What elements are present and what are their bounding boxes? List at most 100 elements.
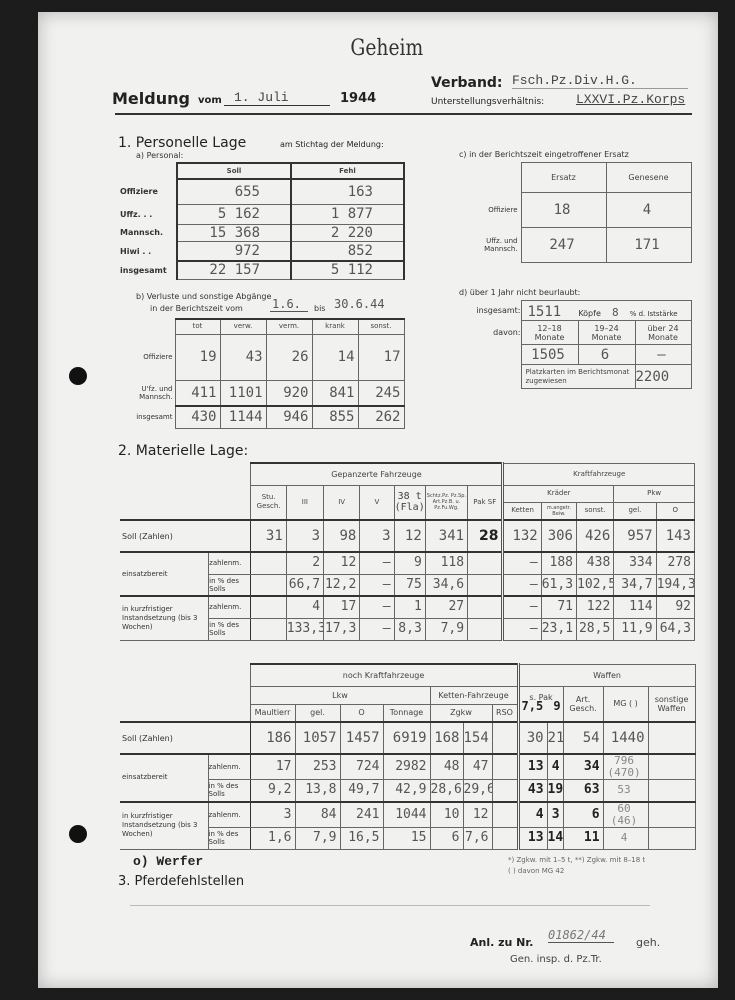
cell-value: 23,1 <box>540 617 578 641</box>
platzkarten-value: 2200 <box>635 364 692 389</box>
geh-label: geh. <box>636 936 661 949</box>
cell-value: 12 <box>393 519 426 553</box>
sub-lkw: Lkw <box>249 685 431 705</box>
cell-value: 4 <box>516 800 548 828</box>
cell-value: 16,5 <box>339 826 384 850</box>
cell-value <box>491 721 519 755</box>
cell-value: 3 <box>546 800 564 828</box>
cell-value: – <box>501 573 542 597</box>
iststaerke-label: % d. Iststärke <box>629 310 678 318</box>
col-maultierr: Maultierr <box>249 703 296 723</box>
cell-value: 957 <box>613 519 657 553</box>
cell-value: 64,3 <box>655 617 696 641</box>
table-row-einsatz-zahl: einsatzbereit zahlenm. 2 12–9 118–188 438 334 2… <box>120 551 696 597</box>
cell-value: 28,5 <box>575 617 615 641</box>
sub-label: in % des Solls <box>208 779 251 802</box>
col-mg: MG ( ) <box>602 685 649 723</box>
col-header: verw. <box>219 318 267 335</box>
col-12-18: 12–18 Monate <box>520 320 579 345</box>
unterstellung-label: Unterstellungsverhältnis: <box>431 97 545 107</box>
cell-value: 9 <box>393 551 426 575</box>
cell-value: 4 <box>602 826 649 850</box>
group-noch-kraftfahrzeuge: noch Kraftfahrzeuge <box>249 663 519 687</box>
cell-value: 71 <box>540 595 578 619</box>
cell-value: 15 368 <box>176 223 292 242</box>
col-fehl: Fehl <box>290 162 405 180</box>
report-date: 1. Juli <box>224 90 330 106</box>
cell-value: 19 <box>174 333 221 381</box>
cell-value: 43 <box>219 333 267 381</box>
cell-value: – <box>359 617 395 641</box>
col-header: Ketten <box>501 501 542 521</box>
cell-value: 132 <box>501 519 542 553</box>
punch-hole <box>69 367 87 385</box>
cell-value <box>647 826 696 850</box>
cell-value: 426 <box>575 519 615 553</box>
cell-value: 19 <box>546 779 564 802</box>
section3-title: 3. Pferdefehlstellen <box>118 874 245 889</box>
table-row-kurz-pct: in % des Solls 133,3 17,3–8,3 7,9–23,1 28,5 1… <box>120 617 696 641</box>
cell-value: 34,7 <box>613 573 657 597</box>
col-header: tot <box>174 318 221 335</box>
cell-value: 48 <box>429 753 464 780</box>
cell-value: 253 <box>294 753 341 780</box>
cell-value: 8,3 <box>393 617 426 641</box>
cell-value: 17 <box>249 753 296 780</box>
row-label: insgesamt <box>120 265 167 275</box>
cell-value: 17 <box>357 333 405 381</box>
insgesamt-value: 1511 <box>527 304 562 320</box>
col-rso: RSO <box>491 703 519 723</box>
cell-value: 4 <box>605 192 692 228</box>
berichtszeit-label: in der Berichtszeit vom <box>150 304 243 313</box>
ersatz-table: Ersatz Genesene Offiziere 18 4 Uffz. und Man… <box>466 162 692 263</box>
cell-value: 186 <box>249 721 296 755</box>
row-label: Uffz. . . <box>120 209 153 219</box>
pak-caliber-75: 7,5 <box>521 698 544 713</box>
row-label: Offiziere <box>488 206 518 214</box>
unterstellung-value: LXXVI.Pz.Korps <box>576 92 686 107</box>
col-zgkw: Zgkw <box>429 703 493 723</box>
cell-value: 855 <box>311 405 359 429</box>
cell-value <box>491 800 519 828</box>
col-19-24: 19–24 Monate <box>577 320 636 345</box>
cell-value: 28 <box>467 519 504 553</box>
footnote-zgkw: *) Zgkw. mit 1–5 t, **) Zgkw. mit 8–18 t <box>508 856 646 864</box>
row-label: einsatzbereit <box>120 551 210 597</box>
value-19-24: 6 <box>577 344 636 365</box>
vehicles-weapons-table: noch Kraftfahrzeuge Waffen Lkw Ketten-Fa… <box>120 663 696 850</box>
cell-value: 920 <box>265 379 313 407</box>
cell-value: 47 <box>462 753 493 780</box>
cell-value: 26 <box>265 333 313 381</box>
cell-value: 1457 <box>339 721 384 755</box>
cell-value: 7,9 <box>424 617 469 641</box>
col-header: IV <box>323 484 361 521</box>
cell-value: 1144 <box>219 405 267 429</box>
cell-value: 168 <box>429 721 464 755</box>
cell-value <box>647 779 696 802</box>
cell-value: 34,6 <box>424 573 469 597</box>
row-label: insgesamt <box>136 413 173 421</box>
table-row: insgesamt 430 1144 946 855 262 <box>118 405 405 429</box>
cell-value: 852 <box>290 240 405 262</box>
cell-value <box>491 753 519 780</box>
table-row-kurz-zahl: in kurzfristiger Instandsetzung (bis 3 W… <box>120 800 696 850</box>
cell-value: 133,3 <box>285 617 325 641</box>
cell-value: 241 <box>339 800 384 828</box>
vom-label: vom <box>198 95 222 106</box>
col-header: III <box>285 484 325 521</box>
cell-value: 7,6 <box>462 826 493 850</box>
anlage-number: 01862/44 <box>548 928 614 943</box>
group-kraftfahrzeuge: Kraftfahrzeuge <box>501 462 695 486</box>
koepfe-label: Köpfe <box>578 309 601 318</box>
cell-value <box>250 595 287 619</box>
divider <box>130 905 650 906</box>
table-row-kurz-zahl: in kurzfristiger Instandsetzung (bis 3 W… <box>120 595 696 641</box>
group-gepanzerte: Gepanzerte Fahrzeuge <box>250 462 504 486</box>
cell-value: 9,2 <box>249 779 296 802</box>
cell-value: 430 <box>174 405 221 429</box>
bis-label: bis <box>314 304 326 313</box>
table-row: Uffz. . . 5 162 1 877 <box>118 203 405 225</box>
cell-value: 22 157 <box>176 260 292 280</box>
cell-value: 154 <box>462 721 493 755</box>
table-row-soll: Soll (Zahlen) 186 1057 1457 6919 168 154 30 21 54… <box>120 721 696 755</box>
